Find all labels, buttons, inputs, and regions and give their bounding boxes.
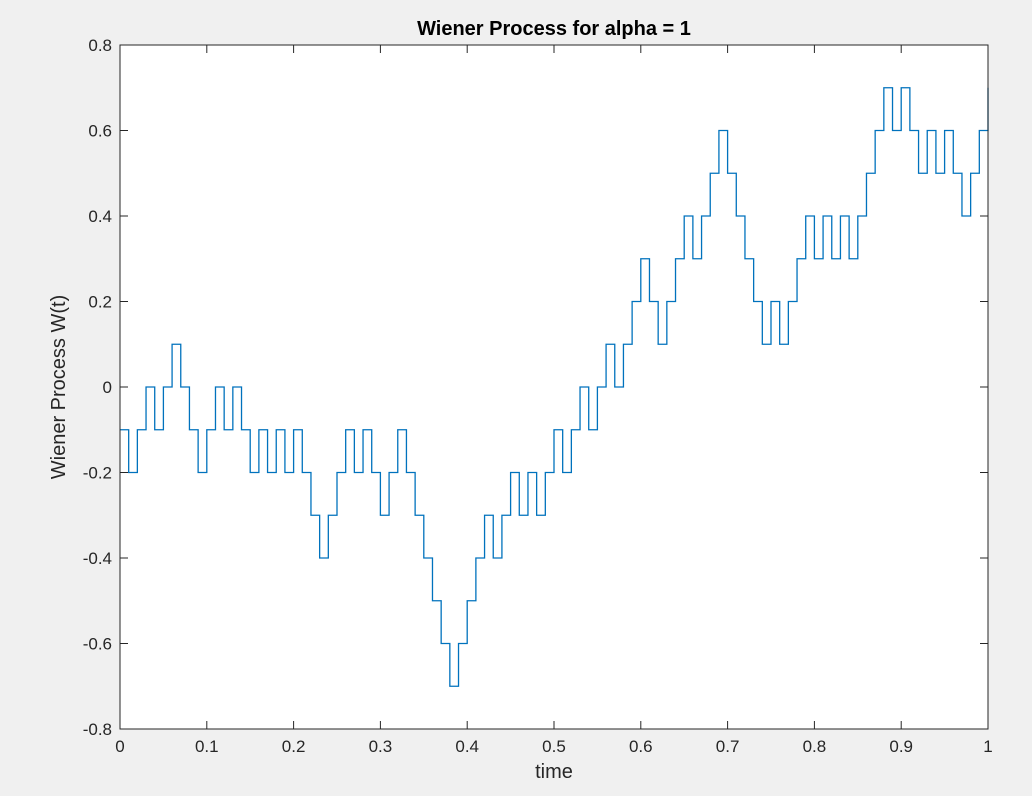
tick-labels-layer: 0 0.1 0.2 0.3 0.4 0.5 0.6 0.7 0.8 0.9 1 -0.8 -0.6 -0.… (83, 36, 993, 756)
y-tick-label: -0.4 (83, 549, 112, 568)
x-tick-label: 0.9 (889, 737, 913, 756)
y-tick-label: -0.2 (83, 464, 112, 483)
x-tick-label: 0.7 (716, 737, 740, 756)
x-tick-label: 1 (983, 737, 992, 756)
y-tick-label: 0.6 (88, 122, 112, 141)
y-tick-label: -0.6 (83, 635, 112, 654)
x-tick-label: 0.5 (542, 737, 566, 756)
plot-area (120, 45, 988, 729)
y-tick-label: 0.4 (88, 207, 112, 226)
plot-frame (119, 44, 989, 730)
y-axis-label: Wiener Process W(t) (48, 295, 70, 479)
x-tick-label: 0.3 (369, 737, 393, 756)
x-tick-label: 0.8 (803, 737, 827, 756)
chart-title: Wiener Process for alpha = 1 (417, 18, 691, 40)
x-axis-label: time (535, 761, 573, 783)
y-tick-label: 0.8 (88, 36, 112, 55)
x-tick-label: 0.6 (629, 737, 653, 756)
x-tick-label: 0 (115, 737, 124, 756)
x-tick-label: 0.4 (455, 737, 479, 756)
x-tick-label: 0.2 (282, 737, 306, 756)
y-tick-label: 0 (103, 378, 112, 397)
y-tick-label: -0.8 (83, 720, 112, 739)
y-tick-label: 0.2 (88, 293, 112, 312)
series-line (120, 87, 989, 687)
x-tick-label: 0.1 (195, 737, 219, 756)
